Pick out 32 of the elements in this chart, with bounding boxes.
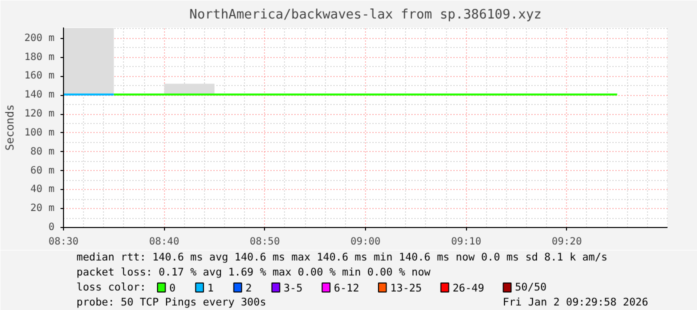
y-tick-label: 180 m [24,52,55,63]
y-tick-label: 120 m [24,108,55,120]
x-tick-label: 09:20 [552,236,582,248]
x-tick-label: 09:10 [451,236,482,248]
legend-label: 1 [207,282,214,294]
y-tick-label: 40 m [30,184,55,196]
legend-label: 3-5 [284,282,303,294]
y-tick-label: 20 m [30,203,55,214]
y-tick-label: 140 m [24,90,55,101]
legend-label: 26-49 [452,282,484,294]
x-tick-label: 08:40 [149,236,180,248]
x-tick-label: 08:30 [48,236,79,248]
text: packet loss: 0.17 % avg 1.69 % max 0.00 % min 0.00 % now [76,266,432,278]
legend-label: 50/50 [514,282,547,294]
text: probe: 50 TCP Pings every 300s [76,296,266,308]
legend-label: 2 [245,282,252,294]
y-tick-label: 60 m [30,165,55,176]
text: Fri Jan 2 09:29:58 2026 [502,296,648,308]
y-tick-label: 160 m [24,70,55,82]
y-axis-title: Seconds [3,104,16,151]
x-tick-label: 08:50 [250,236,280,248]
legend-label: 13-25 [390,282,422,294]
y-tick-label: 200 m [24,32,55,44]
y-tick-label: 0 [48,222,55,233]
text: median rtt: 140.6 ms avg 140.6 ms max 140.6 ms min 140.6 ms now 0.0 ms sd 8.1 k am/s [76,252,608,264]
x-tick-label: 09:00 [350,236,381,248]
legend-label: 0 [169,282,176,294]
y-tick-label: 80 m [30,146,55,158]
legend-title: loss color: [76,282,146,294]
legend-label: 6-12 [334,282,360,294]
chart-title: NorthAmerica/backwaves-lax from sp.386109.xyz [189,8,542,22]
y-tick-label: 100 m [24,127,55,138]
